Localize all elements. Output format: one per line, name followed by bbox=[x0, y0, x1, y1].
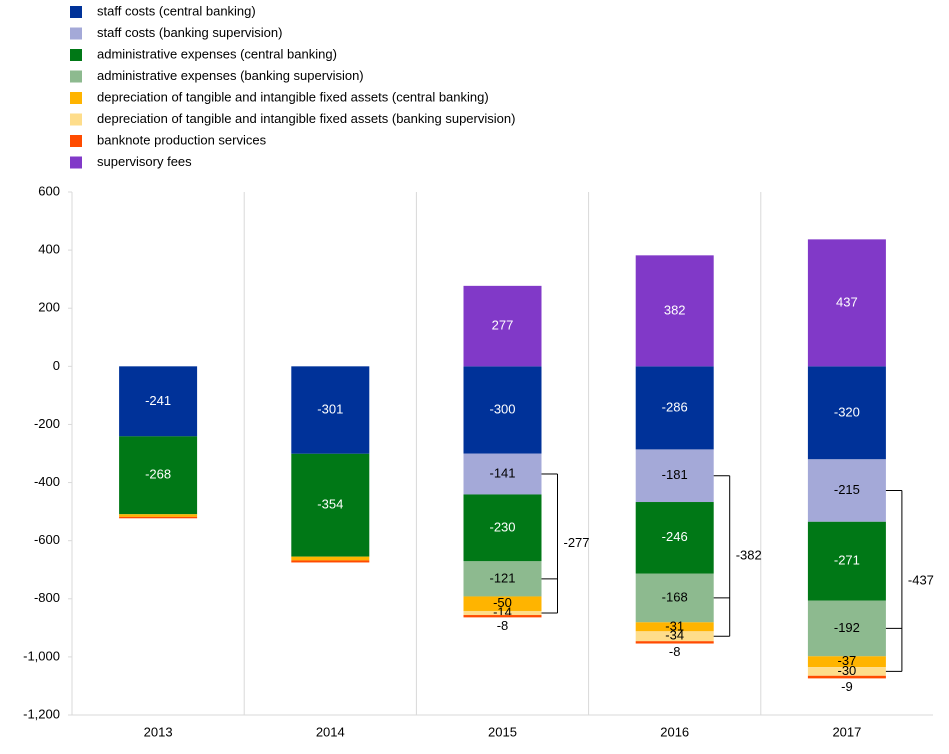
annotation: -382 bbox=[736, 547, 762, 562]
bar-segment bbox=[635, 622, 714, 632]
bar-segment bbox=[635, 641, 714, 644]
bar-segment bbox=[807, 459, 886, 522]
x-tick-label: 2014 bbox=[316, 724, 345, 739]
legend-label: supervisory fees bbox=[97, 154, 192, 169]
data-label: -215 bbox=[834, 482, 860, 497]
y-tick-label: 200 bbox=[38, 300, 60, 315]
bar-segment bbox=[291, 556, 370, 561]
bar-segment bbox=[119, 514, 198, 517]
bar-segment bbox=[635, 631, 714, 642]
bar-segment bbox=[463, 561, 542, 597]
legend-swatch bbox=[70, 156, 82, 169]
data-label: -300 bbox=[489, 401, 515, 416]
legend-label: staff costs (central banking) bbox=[97, 3, 256, 18]
y-tick-label: -1,000 bbox=[23, 648, 60, 663]
legend-swatch bbox=[70, 49, 82, 61]
bar-segment bbox=[807, 675, 886, 679]
legend-swatch bbox=[70, 92, 82, 104]
y-tick-label: -600 bbox=[34, 532, 60, 547]
bar-segment bbox=[463, 615, 542, 618]
x-tick-label: 2013 bbox=[144, 724, 173, 739]
legend-label: depreciation of tangible and intangible … bbox=[97, 89, 489, 104]
legend-label: administrative expenses (central banking… bbox=[97, 46, 337, 61]
bar-segment bbox=[635, 255, 714, 367]
bar-segment bbox=[807, 656, 886, 668]
y-tick-label: -400 bbox=[34, 474, 60, 489]
bar-segment bbox=[463, 366, 542, 454]
y-tick-label: 600 bbox=[38, 183, 60, 198]
data-label: -168 bbox=[662, 589, 688, 604]
data-label: -246 bbox=[662, 529, 688, 544]
legend-label: staff costs (banking supervision) bbox=[97, 25, 282, 40]
bar-segment bbox=[463, 285, 542, 367]
bar-segment bbox=[291, 366, 370, 454]
annotation: -277 bbox=[564, 535, 590, 550]
y-tick-label: 400 bbox=[38, 242, 60, 257]
data-label: -31 bbox=[665, 618, 684, 633]
y-tick-label: -800 bbox=[34, 590, 60, 605]
data-label: -192 bbox=[834, 620, 860, 635]
y-tick-label: 0 bbox=[53, 358, 60, 373]
data-label: -271 bbox=[834, 553, 860, 568]
legend-swatch bbox=[70, 70, 82, 83]
legend-label: depreciation of tangible and intangible … bbox=[97, 111, 515, 126]
data-label: -37 bbox=[838, 653, 857, 668]
data-label: -141 bbox=[489, 465, 515, 480]
data-label: -8 bbox=[497, 618, 509, 633]
data-label: -230 bbox=[489, 519, 515, 534]
data-label: -34 bbox=[665, 628, 684, 643]
bar-segment bbox=[119, 366, 198, 437]
bar-segment bbox=[463, 494, 542, 562]
legend-swatch bbox=[70, 113, 82, 126]
bar-segment bbox=[807, 521, 886, 601]
bar-segment bbox=[807, 600, 886, 657]
legend-swatch bbox=[70, 6, 82, 18]
data-label: -301 bbox=[317, 401, 343, 416]
bar-segment bbox=[635, 449, 714, 503]
data-label: -320 bbox=[834, 404, 860, 419]
data-label: -354 bbox=[317, 497, 343, 512]
data-label: -30 bbox=[838, 663, 857, 678]
y-tick-label: -1,200 bbox=[23, 706, 60, 721]
x-tick-label: 2015 bbox=[488, 724, 517, 739]
bar-segment bbox=[119, 516, 198, 519]
data-label: -241 bbox=[145, 393, 171, 408]
bar-segment bbox=[807, 366, 886, 460]
data-label: -286 bbox=[662, 399, 688, 414]
bar-segment bbox=[291, 453, 370, 557]
bar-segment bbox=[635, 573, 714, 623]
x-tick-label: 2016 bbox=[660, 724, 689, 739]
legend-label: banknote production services bbox=[97, 132, 267, 147]
legend-swatch bbox=[70, 27, 82, 40]
bar-segment bbox=[463, 610, 542, 616]
y-tick-label: -200 bbox=[34, 416, 60, 431]
data-label: 437 bbox=[836, 294, 858, 309]
bar-segment bbox=[635, 502, 714, 574]
bar-segment bbox=[119, 436, 198, 515]
bar-segment bbox=[463, 596, 542, 611]
legend-label: administrative expenses (banking supervi… bbox=[97, 68, 364, 83]
data-label: -121 bbox=[489, 570, 515, 585]
data-label: -268 bbox=[145, 467, 171, 482]
data-label: 277 bbox=[492, 318, 514, 333]
bar-segment bbox=[463, 453, 542, 495]
x-tick-label: 2017 bbox=[832, 724, 861, 739]
bar-segment bbox=[807, 667, 886, 676]
data-label: -9 bbox=[841, 679, 853, 694]
data-label: -8 bbox=[669, 644, 681, 659]
annotation: -437 bbox=[908, 572, 934, 587]
data-label: 382 bbox=[664, 302, 686, 317]
bar-segment bbox=[807, 239, 886, 367]
legend-swatch bbox=[70, 135, 82, 147]
data-label: -181 bbox=[662, 467, 688, 482]
data-label: -50 bbox=[493, 595, 512, 610]
bar-segment bbox=[635, 366, 714, 450]
bar-segment bbox=[291, 560, 370, 563]
